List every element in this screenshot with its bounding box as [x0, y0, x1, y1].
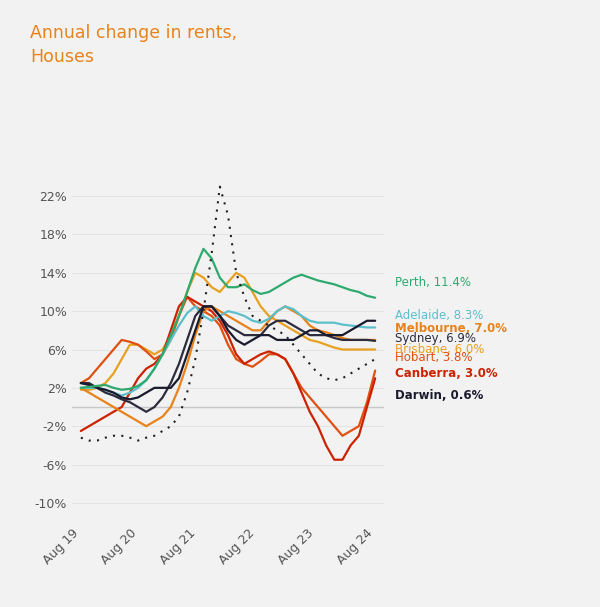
- Text: Brisbane, 6.0%: Brisbane, 6.0%: [395, 343, 484, 356]
- Text: Perth, 11.4%: Perth, 11.4%: [395, 276, 471, 289]
- Text: Annual change in rents,
Houses: Annual change in rents, Houses: [30, 24, 237, 66]
- Text: Canberra, 3.0%: Canberra, 3.0%: [395, 367, 497, 380]
- Text: Melbourne, 7.0%: Melbourne, 7.0%: [395, 322, 507, 335]
- Text: Sydney, 6.9%: Sydney, 6.9%: [395, 331, 476, 345]
- Text: Adelaide, 8.3%: Adelaide, 8.3%: [395, 310, 483, 322]
- Text: Hobart, 3.8%: Hobart, 3.8%: [395, 351, 472, 364]
- Text: Darwin, 0.6%: Darwin, 0.6%: [395, 389, 483, 402]
